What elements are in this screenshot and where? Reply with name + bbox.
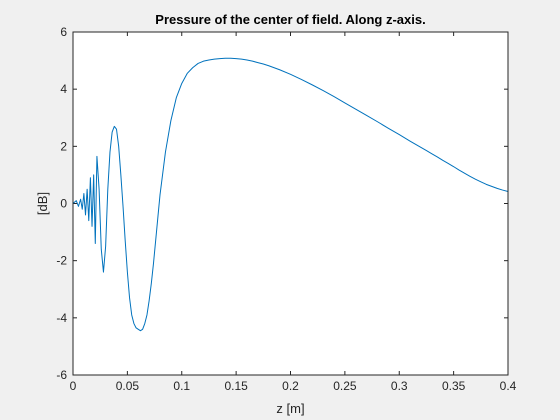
y-tick-label: -4 xyxy=(56,311,67,325)
y-tick-label: 0 xyxy=(60,197,67,211)
x-tick-label: 0.35 xyxy=(442,379,466,393)
y-tick-label: 2 xyxy=(60,139,67,153)
chart-title: Pressure of the center of field. Along z… xyxy=(155,12,425,27)
axis-ticks: 0 0.05 0.1 0.15 0.2 0.25 0.3 0.35 0.4 -6 -4 -2 0 2 4 6 xyxy=(56,25,516,393)
plot-area xyxy=(73,32,508,375)
plot-frame xyxy=(72,31,509,376)
y-axis-label: [dB] xyxy=(35,192,50,215)
x-tick-label: 0.2 xyxy=(282,379,299,393)
x-tick-label: 0.4 xyxy=(500,379,517,393)
x-tick-label: 0.15 xyxy=(224,379,248,393)
y-tick-label: -2 xyxy=(56,254,67,268)
x-tick-label: 0.3 xyxy=(391,379,408,393)
y-tick-label: -6 xyxy=(56,368,67,382)
x-tick-label: 0 xyxy=(70,379,77,393)
series-line xyxy=(72,57,509,332)
x-tick-label: 0.05 xyxy=(116,379,140,393)
x-axis-label: z [m] xyxy=(276,401,304,416)
y-tick-label: 4 xyxy=(60,82,67,96)
series-layer xyxy=(72,57,509,332)
x-tick-label: 0.1 xyxy=(173,379,190,393)
y-tick-label: 6 xyxy=(60,25,67,39)
x-tick-label: 0.25 xyxy=(333,379,357,393)
